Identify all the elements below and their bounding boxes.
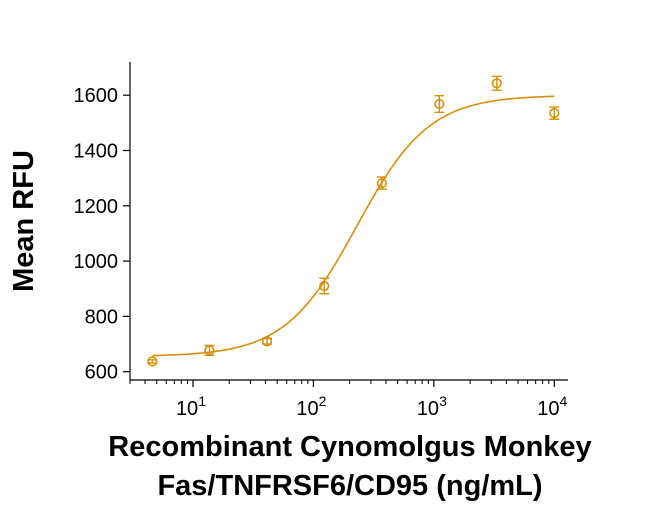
marker-6 xyxy=(491,78,502,89)
y-tick-label-800: 800 xyxy=(85,306,118,328)
data-point-3 xyxy=(319,277,330,295)
data-point-1 xyxy=(204,344,215,357)
marker-0 xyxy=(147,356,158,367)
data-point-0 xyxy=(147,356,158,367)
x-tick-label-100: 102 xyxy=(296,393,326,420)
y-tick-label-1400: 1400 xyxy=(74,140,119,162)
x-tick-label-10000: 104 xyxy=(537,393,567,420)
x-axis-title-line-1: Recombinant Cynomolgus Monkey xyxy=(108,431,591,463)
data-points-layer xyxy=(147,75,560,367)
data-point-4 xyxy=(376,176,387,190)
x-ticks: 101 102 103 104 xyxy=(129,380,568,420)
data-point-2 xyxy=(261,336,273,347)
y-tick-label-600: 600 xyxy=(85,362,118,384)
data-point-7 xyxy=(549,106,560,120)
y-axis-title: Mean RFU xyxy=(8,150,40,292)
marker-5 xyxy=(434,98,445,110)
marker-3 xyxy=(319,280,330,292)
fit-curve-layer xyxy=(152,95,555,357)
marker-1 xyxy=(204,345,215,356)
y-ticks: 600 800 1000 1200 1400 1600 xyxy=(74,85,130,384)
y-tick-label-1000: 1000 xyxy=(74,251,119,273)
y-tick-label-1200: 1200 xyxy=(74,196,119,218)
fit-curve xyxy=(152,95,555,357)
data-point-6 xyxy=(491,75,502,91)
marker-4 xyxy=(376,178,387,189)
marker-7 xyxy=(549,108,560,119)
x-axis-title-line-2: Fas/TNFRSF6/CD95 (ng/mL) xyxy=(157,470,542,502)
x-tick-label-10: 101 xyxy=(176,393,206,420)
axes xyxy=(129,62,568,381)
marker-2 xyxy=(261,336,273,347)
data-point-5 xyxy=(434,95,445,114)
x-tick-label-1000: 103 xyxy=(417,393,447,420)
y-tick-label-1600: 1600 xyxy=(74,85,119,107)
